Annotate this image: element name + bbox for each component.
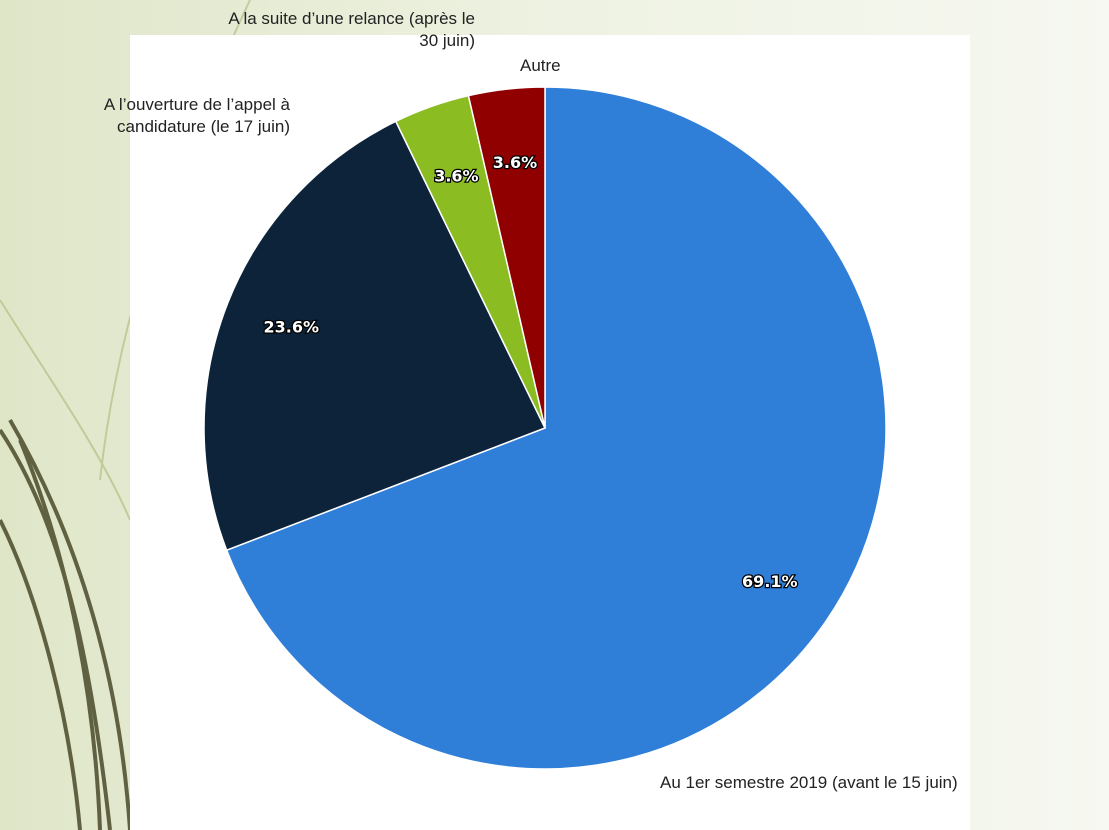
slice-label: Autre bbox=[520, 56, 561, 75]
value-label: 69.1% bbox=[742, 572, 798, 591]
slice-label: Au 1er semestre 2019 (avant le 15 juin) bbox=[660, 773, 958, 792]
value-label: 3.6% bbox=[493, 153, 537, 172]
slice-label: A l’ouverture de l’appel à candidature (… bbox=[103, 95, 290, 136]
slice-label: A la suite d’une relance (après le 30 ju… bbox=[228, 9, 475, 50]
value-label: 23.6% bbox=[263, 317, 319, 336]
pie-slice bbox=[467, 86, 546, 429]
pie-slice bbox=[225, 86, 887, 770]
value-label: 3.6% bbox=[434, 167, 478, 186]
pie-slice bbox=[203, 120, 547, 552]
